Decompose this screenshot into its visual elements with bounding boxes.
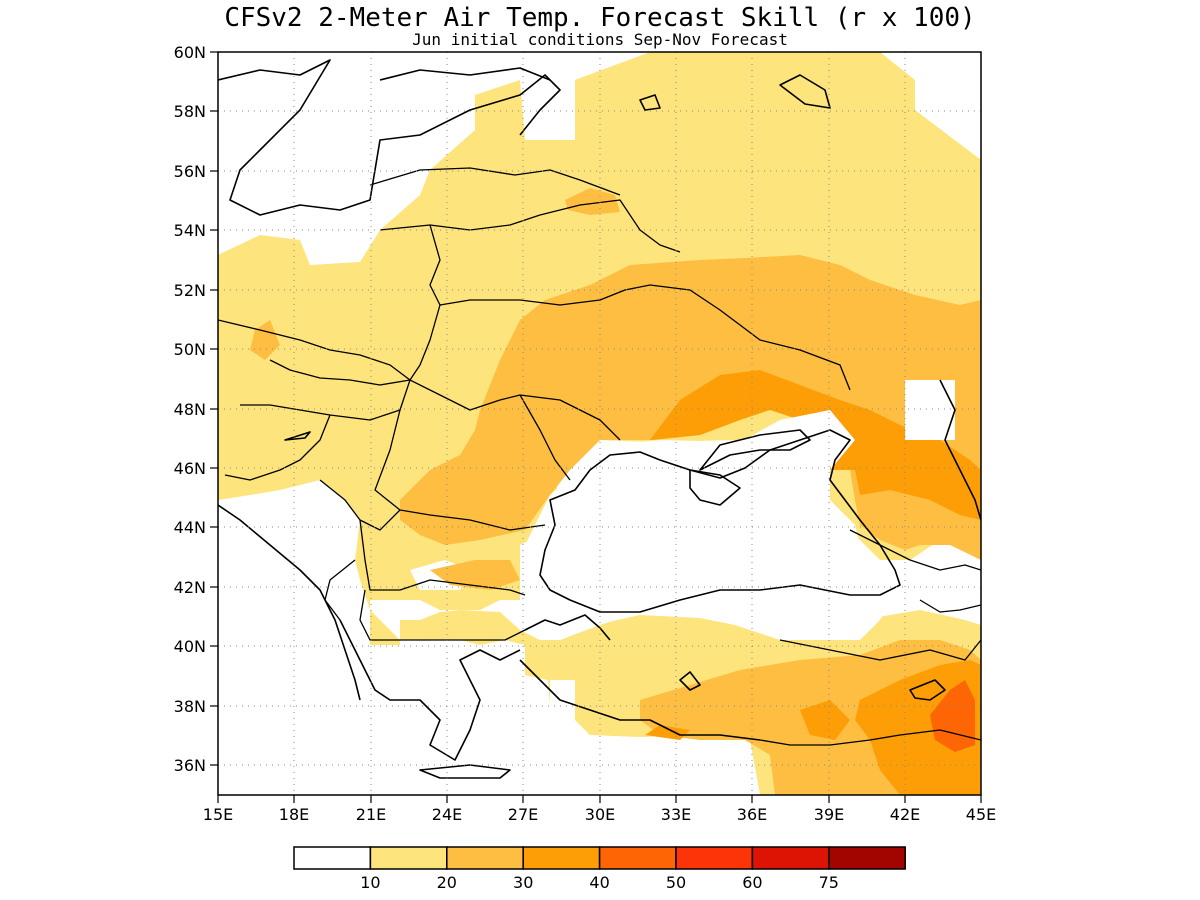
lon-label: 18E: [279, 805, 309, 824]
legend-swatch: [369, 846, 448, 870]
lake-van-coast: [909, 679, 946, 701]
lon-label: 27E: [508, 805, 538, 824]
lat-label: 46N: [174, 459, 206, 478]
crete-coast: [419, 764, 511, 779]
legend-swatch: [828, 846, 906, 870]
lon-label: 30E: [585, 805, 615, 824]
legend-swatch: [522, 846, 601, 870]
lat-label: 50N: [174, 340, 206, 359]
caspian-coast: [939, 379, 981, 521]
lon-label: 42E: [890, 805, 920, 824]
color-legend: 10 20 30 40 50 60 75: [293, 846, 906, 892]
axis-ticks: [210, 51, 982, 803]
turkey-coast: [519, 659, 761, 741]
legend-label: 50: [666, 873, 686, 892]
lat-label: 40N: [174, 637, 206, 656]
country-borders: [218, 167, 981, 746]
lat-label: 48N: [174, 400, 206, 419]
figure-title: CFSv2 2-Meter Air Temp. Forecast Skill (…: [224, 3, 975, 33]
lon-label: 36E: [737, 805, 767, 824]
legend-swatch: [675, 846, 754, 870]
crimea-coast: [689, 469, 741, 506]
legend-swatch: [751, 846, 830, 870]
lon-label: 33E: [661, 805, 691, 824]
gulf-of-finland-coast: [379, 67, 551, 81]
latitude-labels: 36N 38N 40N 42N 44N 46N 48N 50N 52N 54N …: [174, 43, 206, 775]
bosporus-coast: [524, 614, 611, 641]
lat-label: 60N: [174, 43, 206, 62]
lat-label: 42N: [174, 578, 206, 597]
legend-label: 75: [819, 873, 839, 892]
lon-label: 45E: [966, 805, 996, 824]
legend-label: 10: [360, 873, 380, 892]
legend-swatch: [293, 846, 372, 870]
skill-region-below-10: [218, 515, 250, 600]
skill-region-30-40: [645, 725, 690, 740]
skill-region-below-10: [905, 380, 955, 440]
skill-region-40-50: [930, 680, 975, 752]
legend-label: 40: [589, 873, 609, 892]
lon-label: 15E: [203, 805, 233, 824]
lat-label: 58N: [174, 102, 206, 121]
lake-onega-coast: [779, 74, 831, 109]
longitude-labels: 15E 18E 21E 24E 27E 30E 33E 36E 39E 42E …: [203, 805, 996, 824]
legend-swatch: [446, 846, 524, 870]
lat-label: 38N: [174, 697, 206, 716]
lat-label: 36N: [174, 756, 206, 775]
legend-label: 60: [742, 873, 762, 892]
legend-swatch: [598, 846, 677, 870]
lat-label: 52N: [174, 281, 206, 300]
balaton-coast: [284, 431, 311, 441]
figure-subtitle: Jun initial conditions Sep-Nov Forecast: [412, 30, 788, 49]
baltic-coast: [218, 59, 561, 216]
lon-label: 24E: [432, 805, 462, 824]
lake-tuz-coast: [679, 671, 701, 691]
lat-label: 54N: [174, 221, 206, 240]
map-panel: 15E 18E 21E 24E 27E 30E 33E 36E 39E 42E …: [174, 43, 997, 824]
legend-label: 20: [437, 873, 457, 892]
legend-label: 30: [513, 873, 533, 892]
lon-label: 39E: [814, 805, 844, 824]
lon-label: 21E: [356, 805, 386, 824]
skill-region-below-10: [290, 495, 350, 600]
lat-label: 56N: [174, 162, 206, 181]
skill-region-30-40: [650, 370, 981, 520]
skill-region-below-10: [525, 80, 575, 140]
coastlines: [218, 59, 981, 779]
sea-of-azov-coast: [699, 429, 811, 471]
lat-label: 44N: [174, 518, 206, 537]
black-sea-coast: [539, 429, 901, 613]
skill-region-30-40: [800, 700, 850, 740]
greece-coast: [339, 619, 521, 761]
skill-region-20-30: [565, 188, 620, 215]
adriatic-coast: [218, 504, 361, 701]
lake-ladoga-coast: [639, 94, 661, 111]
